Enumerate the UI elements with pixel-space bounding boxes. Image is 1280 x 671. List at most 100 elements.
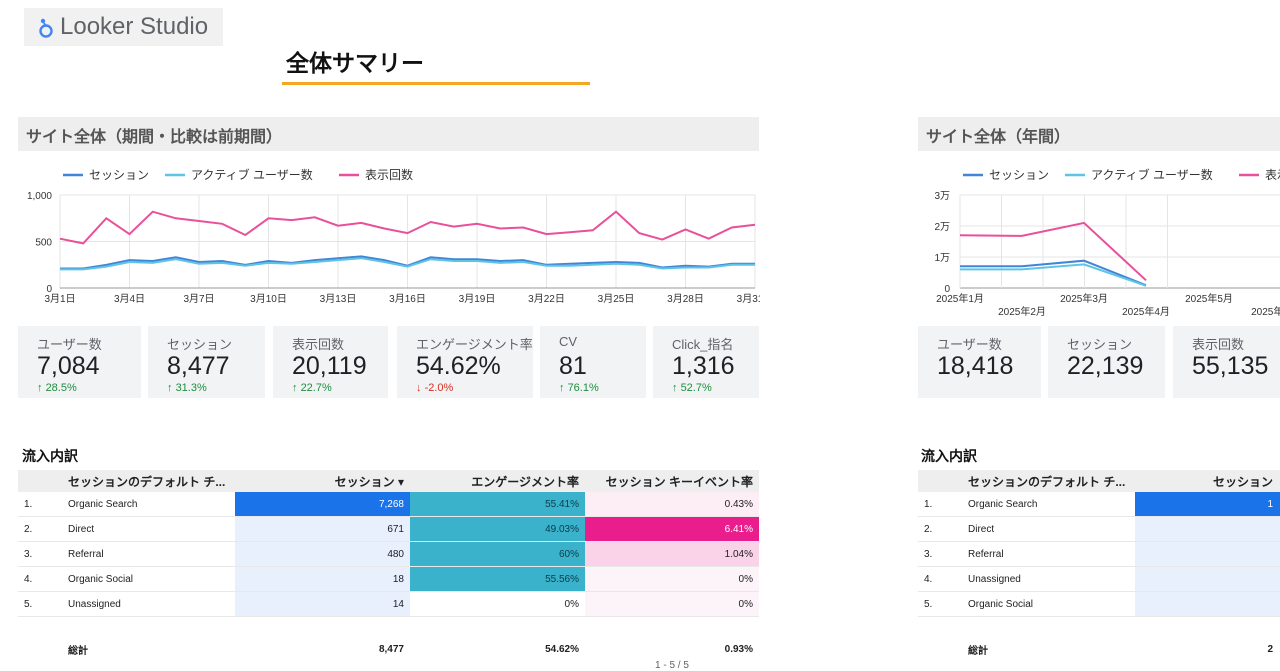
header-index	[18, 470, 62, 492]
y-tick-label: 3万	[934, 191, 950, 202]
total-sessions: 8,477	[378, 643, 404, 655]
kpi-value: 81	[559, 352, 587, 380]
table-row[interactable]: 4. Unassigned	[918, 566, 1280, 592]
row-index: 2.	[18, 516, 62, 542]
kpi-label: エンゲージメント率	[416, 337, 533, 352]
header-channel[interactable]: セッションのデフォルト チ...	[962, 470, 1135, 492]
table-row[interactable]: 2. Direct 671 49.03% 6.41%	[18, 516, 759, 542]
legend-label[interactable]: 表示回数	[365, 167, 413, 182]
series-line[interactable]	[60, 257, 755, 271]
app-name: Looker Studio	[60, 13, 209, 40]
series-line[interactable]	[960, 259, 1147, 287]
row-channel: Unassigned	[62, 591, 235, 617]
section-header-yearly: サイト全体（年間）	[918, 117, 1280, 151]
series-line[interactable]	[960, 263, 1147, 287]
row-sessions	[1135, 566, 1280, 592]
row-channel: Organic Search	[962, 492, 1135, 517]
kpi-card[interactable]: エンゲージメント率 54.62% ↓ -2.0%	[397, 326, 533, 398]
row-index: 5.	[18, 591, 62, 617]
section-title-yearly: サイト全体（年間）	[926, 129, 1071, 146]
x-tick-label: 2025年3月	[1060, 292, 1108, 305]
table-row[interactable]: 4. Organic Social 18 55.56% 0%	[18, 566, 759, 592]
x-tick-label: 3月13日	[320, 293, 357, 305]
table-row[interactable]: 1. Organic Search 1	[918, 492, 1280, 517]
kpi-card[interactable]: ユーザー数 7,084 ↑ 28.5%	[18, 326, 141, 398]
legend-label[interactable]: 表示回	[1265, 168, 1280, 182]
kpi-delta-value: 52.7%	[680, 382, 712, 394]
kpi-value: 18,418	[937, 352, 1014, 380]
kpi-value: 22,139	[1067, 352, 1144, 380]
kpi-label: セッション	[1067, 337, 1133, 352]
legend-label[interactable]: アクティブ ユーザー数	[191, 167, 313, 182]
header-engagement[interactable]: エンゲージメント率	[410, 470, 585, 492]
kpi-card[interactable]: 表示回数 20,119 ↑ 22.7%	[273, 326, 388, 398]
row-channel: Direct	[62, 516, 235, 542]
kpi-delta: ↑ 76.1%	[559, 382, 599, 394]
header-sessions[interactable]: セッション ▾	[235, 470, 410, 492]
x-tick-label: 3月1日	[44, 293, 75, 305]
legend-label[interactable]: アクティブ ユーザー数	[1091, 167, 1213, 182]
table-row[interactable]: 1. Organic Search 7,268 55.41% 0.43%	[18, 492, 759, 517]
kpi-card[interactable]: CV 81 ↑ 76.1%	[540, 326, 646, 398]
table-row[interactable]: 3. Referral	[918, 541, 1280, 567]
kpi-delta: ↑ 22.7%	[292, 382, 332, 394]
looker-studio-logo[interactable]: Looker Studio	[24, 8, 223, 46]
timeseries-chart-period[interactable]: セッション アクティブ ユーザー数 表示回数 3月1日 3月4日 3月7日 3月10日 3月1…	[18, 160, 773, 310]
row-engagement: 55.56%	[410, 566, 585, 592]
kpi-label: Click_指名	[672, 337, 734, 352]
kpi-card[interactable]: Click_指名 1,316 ↑ 52.7%	[653, 326, 759, 398]
series-line[interactable]	[59, 210, 756, 245]
channel-table[interactable]: セッションのデフォルト チ... セッション ▾ エンゲージメント率 セッション…	[18, 470, 759, 661]
row-sessions: 7,268	[235, 492, 410, 517]
table-row[interactable]: 2. Direct	[918, 516, 1280, 542]
row-channel: Organic Social	[62, 566, 235, 592]
section-header-period: サイト全体（期間・比較は前期間）	[18, 117, 759, 151]
arrow-up-icon: ↑	[672, 382, 681, 394]
kpi-label: セッション	[167, 337, 233, 352]
y-tick-label: 0	[46, 284, 52, 295]
total-sessions: 2	[1267, 643, 1273, 655]
table-row[interactable]: 3. Referral 480 60% 1.04%	[18, 541, 759, 567]
kpi-label: ユーザー数	[937, 337, 1002, 352]
kpi-value: 54.62%	[416, 352, 501, 380]
header-key-event[interactable]: セッション キーイベント率	[585, 470, 759, 492]
table-row[interactable]: 5. Unassigned 14 0% 0%	[18, 591, 759, 617]
channel-table-yearly[interactable]: セッションのデフォルト チ... セッション 1. Organic Search 1…	[918, 470, 1280, 661]
kpi-card[interactable]: ユーザー数 18,418	[918, 326, 1041, 398]
row-engagement: 49.03%	[410, 516, 585, 542]
row-key-event: 0%	[585, 591, 759, 617]
legend-label[interactable]: セッション	[89, 168, 149, 182]
row-sessions: 1	[1135, 492, 1280, 517]
table-total-row: 総計 2	[918, 637, 1280, 661]
x-tick-label: 2025年1月	[936, 292, 984, 305]
row-channel: Organic Search	[62, 492, 235, 517]
kpi-delta: ↑ 31.3%	[167, 382, 207, 394]
kpi-card[interactable]: セッション 8,477 ↑ 31.3%	[148, 326, 265, 398]
kpi-card[interactable]: セッション 22,139	[1048, 326, 1165, 398]
x-tick-label: 2025年6	[1251, 305, 1280, 318]
arrow-up-icon: ↑	[167, 382, 176, 394]
channel-table-yearly-grid: セッションのデフォルト チ... セッション 1. Organic Search 1…	[918, 470, 1280, 661]
row-index: 1.	[918, 492, 962, 517]
header-index	[918, 470, 962, 492]
x-tick-label: 3月7日	[183, 293, 214, 305]
channel-table-grid: セッションのデフォルト チ... セッション ▾ エンゲージメント率 セッション…	[18, 470, 759, 661]
arrow-down-icon: ↓	[416, 382, 425, 394]
table-row[interactable]: 5. Organic Social	[918, 591, 1280, 617]
y-tick-label: 500	[35, 238, 52, 249]
row-sessions	[1135, 516, 1280, 542]
row-key-event: 1.04%	[585, 541, 759, 567]
kpi-card[interactable]: 表示回数 55,135	[1173, 326, 1280, 398]
chart-svg-yearly: セッション アクティブ ユーザー数 表示回 0 1万 2万 3万 2025年1月 2025年2月…	[934, 167, 1280, 318]
header-sessions[interactable]: セッション	[1135, 470, 1280, 492]
row-index: 5.	[918, 591, 962, 617]
legend-label[interactable]: セッション	[989, 168, 1049, 182]
table-pager[interactable]: 1 - 5 / 5	[655, 660, 689, 671]
series-line[interactable]	[959, 221, 1147, 282]
total-key-event: 0.93%	[724, 643, 753, 655]
table-header-row: セッションのデフォルト チ... セッション ▾ エンゲージメント率 セッション…	[18, 470, 759, 492]
row-index: 2.	[918, 516, 962, 542]
kpi-delta-value: 76.1%	[567, 382, 599, 394]
timeseries-chart-yearly[interactable]: セッション アクティブ ユーザー数 表示回 0 1万 2万 3万 2025年1月 2025年2月…	[918, 160, 1280, 320]
header-channel[interactable]: セッションのデフォルト チ...	[62, 470, 235, 492]
